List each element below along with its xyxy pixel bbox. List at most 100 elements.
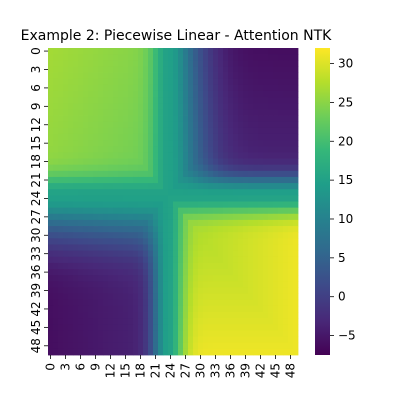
heatmap-cell [158, 226, 164, 233]
heatmap-cell [98, 103, 104, 110]
heatmap-cell [73, 78, 79, 86]
heatmap-cell [103, 348, 109, 356]
heatmap-cell [73, 97, 79, 104]
heatmap-cell [178, 195, 184, 202]
heatmap-cell [133, 281, 139, 288]
heatmap-cell [268, 269, 274, 276]
heatmap-cell [238, 324, 244, 331]
heatmap-cell [268, 348, 274, 356]
heatmap-cell [238, 299, 244, 307]
heatmap-cell [173, 219, 179, 227]
heatmap-cell [53, 244, 59, 252]
heatmap-cell [158, 250, 164, 258]
heatmap-cell [193, 213, 199, 221]
heatmap-cell [168, 342, 174, 350]
heatmap-cell [63, 195, 69, 202]
heatmap-cell [123, 256, 129, 264]
heatmap-cell [108, 312, 114, 319]
heatmap-cell [293, 213, 299, 221]
heatmap-cell [213, 299, 219, 307]
heatmap-cell [248, 250, 254, 258]
heatmap-cell [223, 189, 229, 196]
heatmap-cell [73, 121, 79, 129]
heatmap-cell [228, 324, 234, 331]
heatmap-cell [213, 342, 219, 350]
heatmap-cell [188, 78, 194, 86]
heatmap-cell [218, 324, 224, 331]
heatmap-cell [293, 78, 299, 86]
heatmap-cell [293, 97, 299, 104]
heatmap-cell [278, 348, 284, 356]
heatmap-cell [223, 170, 229, 178]
heatmap-cell [178, 121, 184, 129]
heatmap-cell [243, 318, 249, 325]
heatmap-cell [163, 78, 169, 86]
heatmap-cell [238, 140, 244, 147]
heatmap-cell [128, 244, 134, 252]
heatmap-cell [83, 115, 89, 123]
heatmap-cell [138, 195, 144, 202]
heatmap-cell [173, 146, 179, 153]
heatmap-cell [63, 121, 69, 129]
heatmap-cell [208, 176, 214, 184]
heatmap-cell [273, 84, 279, 92]
heatmap-cell [173, 312, 179, 319]
heatmap-cell [173, 232, 179, 239]
heatmap-cell [73, 66, 79, 73]
heatmap-cell [103, 140, 109, 147]
heatmap-cell [213, 189, 219, 196]
heatmap-cell [168, 219, 174, 227]
heatmap-cell [63, 84, 69, 92]
heatmap-cell [98, 121, 104, 129]
heatmap-cell [293, 269, 299, 276]
heatmap-cell [58, 48, 64, 55]
heatmap-cell [113, 269, 119, 276]
heatmap-cell [88, 269, 94, 276]
heatmap-cell [263, 170, 269, 178]
heatmap-cell [218, 133, 224, 141]
heatmap-cell [198, 176, 204, 184]
heatmap-cell [88, 183, 94, 190]
heatmap-cell [133, 207, 139, 215]
heatmap-cell [123, 287, 129, 294]
heatmap-cell [278, 330, 284, 337]
heatmap-cell [48, 281, 54, 288]
heatmap-cell [48, 318, 54, 325]
heatmap-cell [143, 170, 149, 178]
y-tick-label: 30 [29, 228, 43, 243]
heatmap-cell [83, 293, 89, 301]
heatmap-cell [253, 299, 259, 307]
heatmap-cell [248, 176, 254, 184]
y-tick-label: 48 [29, 338, 43, 353]
heatmap-cell [153, 84, 159, 92]
heatmap-cell [288, 152, 294, 159]
heatmap-cell [173, 195, 179, 202]
heatmap-cell [253, 244, 259, 252]
heatmap-cell [153, 176, 159, 184]
heatmap-cell [118, 158, 124, 166]
heatmap-cell [58, 336, 64, 344]
heatmap-cell [273, 232, 279, 239]
heatmap-cell [178, 146, 184, 153]
heatmap-cell [198, 324, 204, 331]
heatmap-cell [138, 318, 144, 325]
heatmap-cell [173, 281, 179, 288]
heatmap-cell [198, 348, 204, 356]
heatmap-cell [258, 207, 264, 215]
heatmap-cell [78, 293, 84, 301]
heatmap-cell [113, 348, 119, 356]
heatmap-cell [178, 140, 184, 147]
heatmap-cell [253, 158, 259, 166]
heatmap-cell [283, 299, 289, 307]
heatmap-cell [228, 115, 234, 123]
heatmap-cell [233, 115, 239, 123]
heatmap-cell [228, 262, 234, 270]
heatmap-cell [158, 97, 164, 104]
heatmap-cell [48, 336, 54, 344]
heatmap-cell [268, 318, 274, 325]
heatmap-cell [193, 281, 199, 288]
heatmap-cell [128, 103, 134, 110]
heatmap-cell [263, 348, 269, 356]
heatmap-cell [278, 336, 284, 344]
